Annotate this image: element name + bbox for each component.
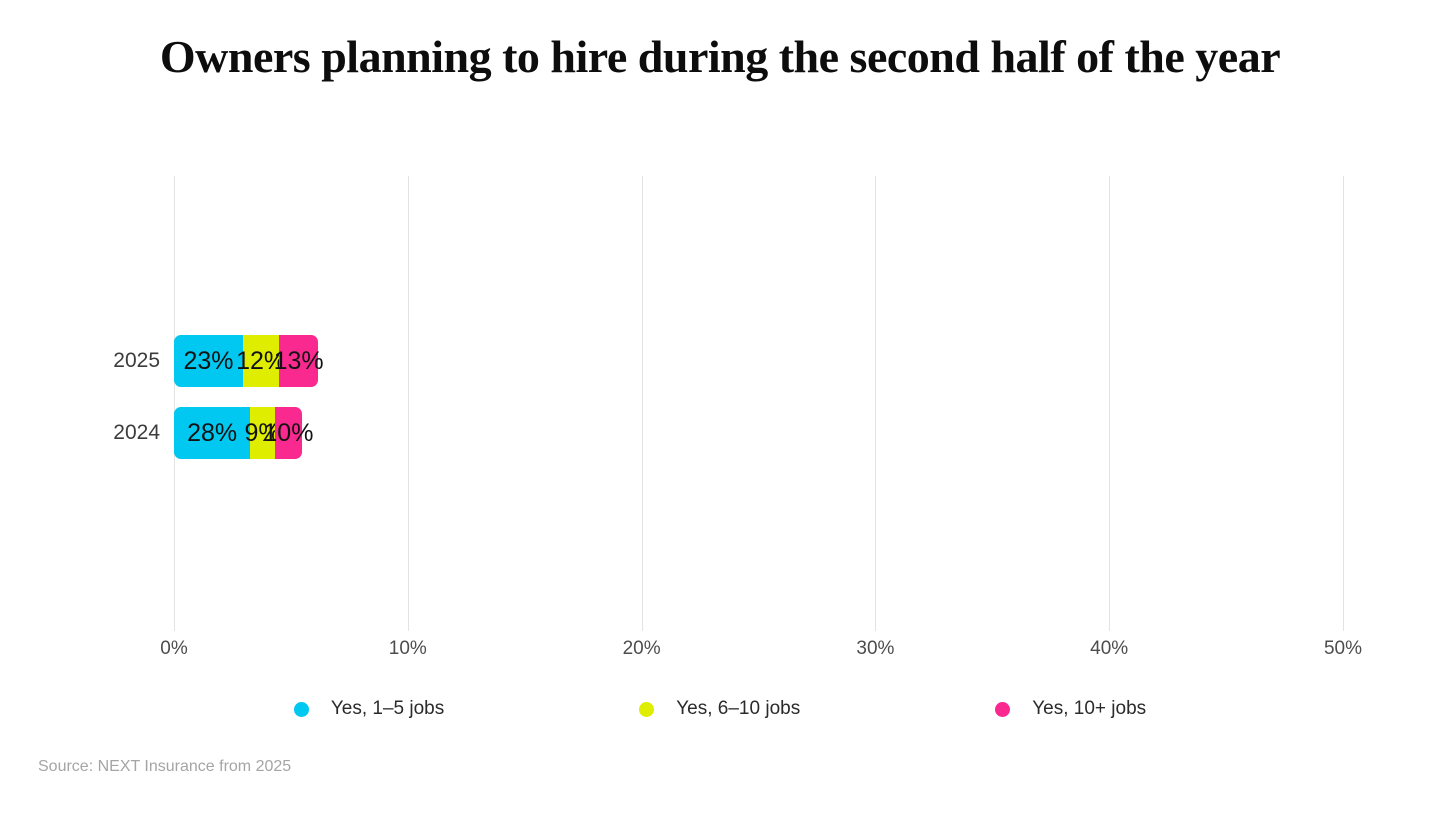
bar-segment-2024-series3: 10% bbox=[263, 407, 313, 459]
x-axis-tick-label: 0% bbox=[160, 638, 188, 659]
bar-segment-2025-series2: 12% bbox=[236, 335, 286, 387]
chart-title: Owners planning to hire during the secon… bbox=[159, 31, 1281, 82]
source-note: Source: NEXT Insurance from 2025 bbox=[38, 758, 292, 775]
gridline bbox=[1109, 176, 1111, 631]
y-axis-label: 2024 bbox=[113, 421, 160, 444]
bar-value-label: 12% bbox=[236, 346, 287, 375]
bar-row-2025: 2025 23% 12% 13% bbox=[113, 335, 324, 387]
bar-value-label: 10% bbox=[263, 418, 314, 447]
bar-segment-2024-series1: 28% bbox=[174, 407, 251, 459]
bar-value-label: 9% bbox=[244, 418, 281, 447]
x-axis-tick-label: 50% bbox=[1323, 638, 1363, 659]
gridline bbox=[875, 176, 877, 631]
legend: Yes, 1–5 jobs Yes, 6–10 jobs Yes, 10+ jobs bbox=[0, 698, 1440, 720]
gridline bbox=[174, 176, 175, 631]
x-axis: 0% 10% 20% 30% 40% 50% bbox=[160, 638, 1362, 662]
legend-dot-icon bbox=[293, 701, 309, 717]
gridline bbox=[1343, 176, 1344, 631]
x-axis-tick-label: 10% bbox=[388, 638, 427, 659]
legend-dot-icon bbox=[639, 701, 655, 717]
bar-segment-2025-series3: 13% bbox=[274, 335, 324, 387]
bar-segment-2025-series1: 23% bbox=[174, 335, 244, 387]
bar-value-label: 23% bbox=[183, 346, 234, 375]
bar-segment-2024-series2: 9% bbox=[244, 407, 281, 459]
bar-value-label: 28% bbox=[187, 418, 238, 447]
legend-dot-icon bbox=[995, 701, 1011, 717]
legend-item: Yes, 6–10 jobs bbox=[639, 698, 800, 720]
y-axis-label: 2025 bbox=[113, 349, 160, 372]
bar-row-2024: 2024 28% 9% 10% bbox=[113, 407, 313, 459]
gridline bbox=[641, 176, 643, 631]
legend-label: Yes, 6–10 jobs bbox=[676, 698, 801, 719]
legend-label: Yes, 10+ jobs bbox=[1032, 698, 1147, 719]
x-axis-tick-label: 30% bbox=[856, 638, 895, 659]
x-axis-tick-label: 20% bbox=[622, 638, 661, 659]
legend-item: Yes, 1–5 jobs bbox=[293, 698, 445, 720]
bar-value-label: 13% bbox=[273, 346, 324, 375]
x-axis-tick-label: 40% bbox=[1090, 638, 1129, 659]
legend-item: Yes, 10+ jobs bbox=[995, 698, 1146, 720]
legend-label: Yes, 1–5 jobs bbox=[330, 698, 445, 719]
plot-area: 2025 23% 12% 13% 2024 28% 9% 10% bbox=[113, 176, 1344, 631]
gridline bbox=[407, 176, 409, 631]
